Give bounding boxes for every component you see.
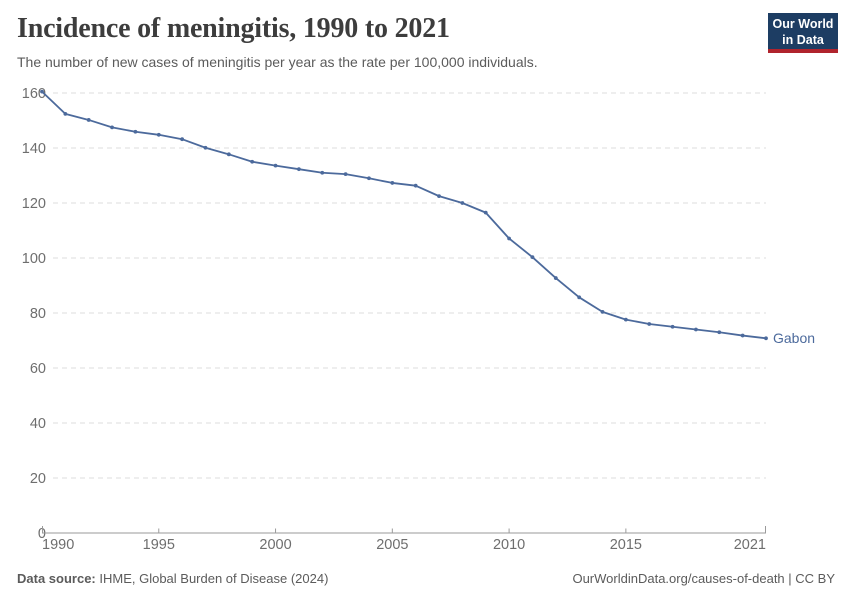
data-point-marker[interactable]	[437, 194, 441, 199]
data-point-marker[interactable]	[320, 170, 325, 175]
data-point-marker[interactable]	[740, 333, 745, 338]
data-point-marker[interactable]	[297, 167, 301, 172]
credit-link[interactable]: OurWorldinData.org/causes-of-death | CC …	[572, 571, 835, 586]
data-point-marker[interactable]	[507, 236, 511, 241]
data-point-marker[interactable]	[40, 89, 44, 94]
y-tick-label: 0	[38, 526, 46, 542]
chart-footer: Data source: IHME, Global Burden of Dise…	[17, 571, 835, 586]
owid-logo-line1: Our World	[772, 17, 834, 31]
data-point-marker[interactable]	[483, 210, 488, 215]
x-tick-label: 2000	[259, 537, 291, 553]
y-tick-label: 100	[22, 251, 46, 267]
data-point-marker[interactable]	[694, 327, 698, 332]
owid-logo-line2: in Data	[782, 32, 824, 47]
y-tick-label: 20	[30, 471, 46, 487]
data-point-marker[interactable]	[553, 276, 558, 280]
data-point-marker[interactable]	[156, 132, 161, 137]
data-point-marker[interactable]	[133, 129, 138, 134]
y-tick-label: 140	[22, 141, 46, 157]
y-tick-label: 40	[30, 416, 46, 432]
owid-logo[interactable]: Our World in Data	[768, 13, 838, 53]
data-point-marker[interactable]	[226, 152, 231, 157]
data-point-marker[interactable]	[600, 310, 605, 314]
data-point-marker[interactable]	[530, 255, 535, 260]
data-source: Data source: IHME, Global Burden of Dise…	[17, 571, 328, 586]
data-point-marker[interactable]	[623, 317, 628, 322]
x-tick-label: 1995	[143, 537, 175, 553]
x-tick-label: 2010	[493, 537, 525, 553]
data-point-marker[interactable]	[460, 201, 465, 205]
data-point-marker[interactable]	[86, 118, 91, 122]
data-point-marker[interactable]	[413, 183, 418, 188]
data-point-marker[interactable]	[367, 176, 371, 181]
data-source-text: IHME, Global Burden of Disease (2024)	[95, 571, 329, 586]
data-point-marker[interactable]	[647, 322, 652, 326]
data-point-marker[interactable]	[764, 336, 768, 341]
data-point-marker[interactable]	[717, 330, 722, 335]
data-point-marker[interactable]	[203, 145, 208, 150]
y-tick-label: 160	[22, 86, 46, 102]
data-series-line[interactable]	[41, 90, 767, 340]
data-point-marker[interactable]	[180, 137, 185, 142]
x-tick-label: 2015	[610, 537, 642, 553]
data-point-marker[interactable]	[250, 159, 255, 164]
x-tick-label: 2005	[376, 537, 408, 553]
data-point-marker[interactable]	[110, 125, 114, 130]
x-tick-label: 1990	[42, 537, 74, 553]
data-point-marker[interactable]	[63, 112, 68, 116]
data-source-label: Data source:	[17, 571, 96, 586]
data-point-marker[interactable]	[390, 181, 395, 185]
page-title: Incidence of meningitis, 1990 to 2021	[17, 13, 450, 44]
data-point-marker[interactable]	[577, 295, 582, 300]
x-tick-label: 2021	[734, 537, 766, 553]
data-point-marker[interactable]	[343, 172, 348, 177]
data-point-marker[interactable]	[670, 324, 675, 329]
y-tick-label: 60	[30, 361, 46, 377]
data-point-marker[interactable]	[273, 163, 278, 168]
y-tick-label: 80	[30, 306, 46, 322]
page-subtitle: The number of new cases of meningitis pe…	[17, 54, 538, 70]
series-end-label: Gabon	[773, 330, 815, 346]
y-tick-label: 120	[22, 196, 46, 212]
